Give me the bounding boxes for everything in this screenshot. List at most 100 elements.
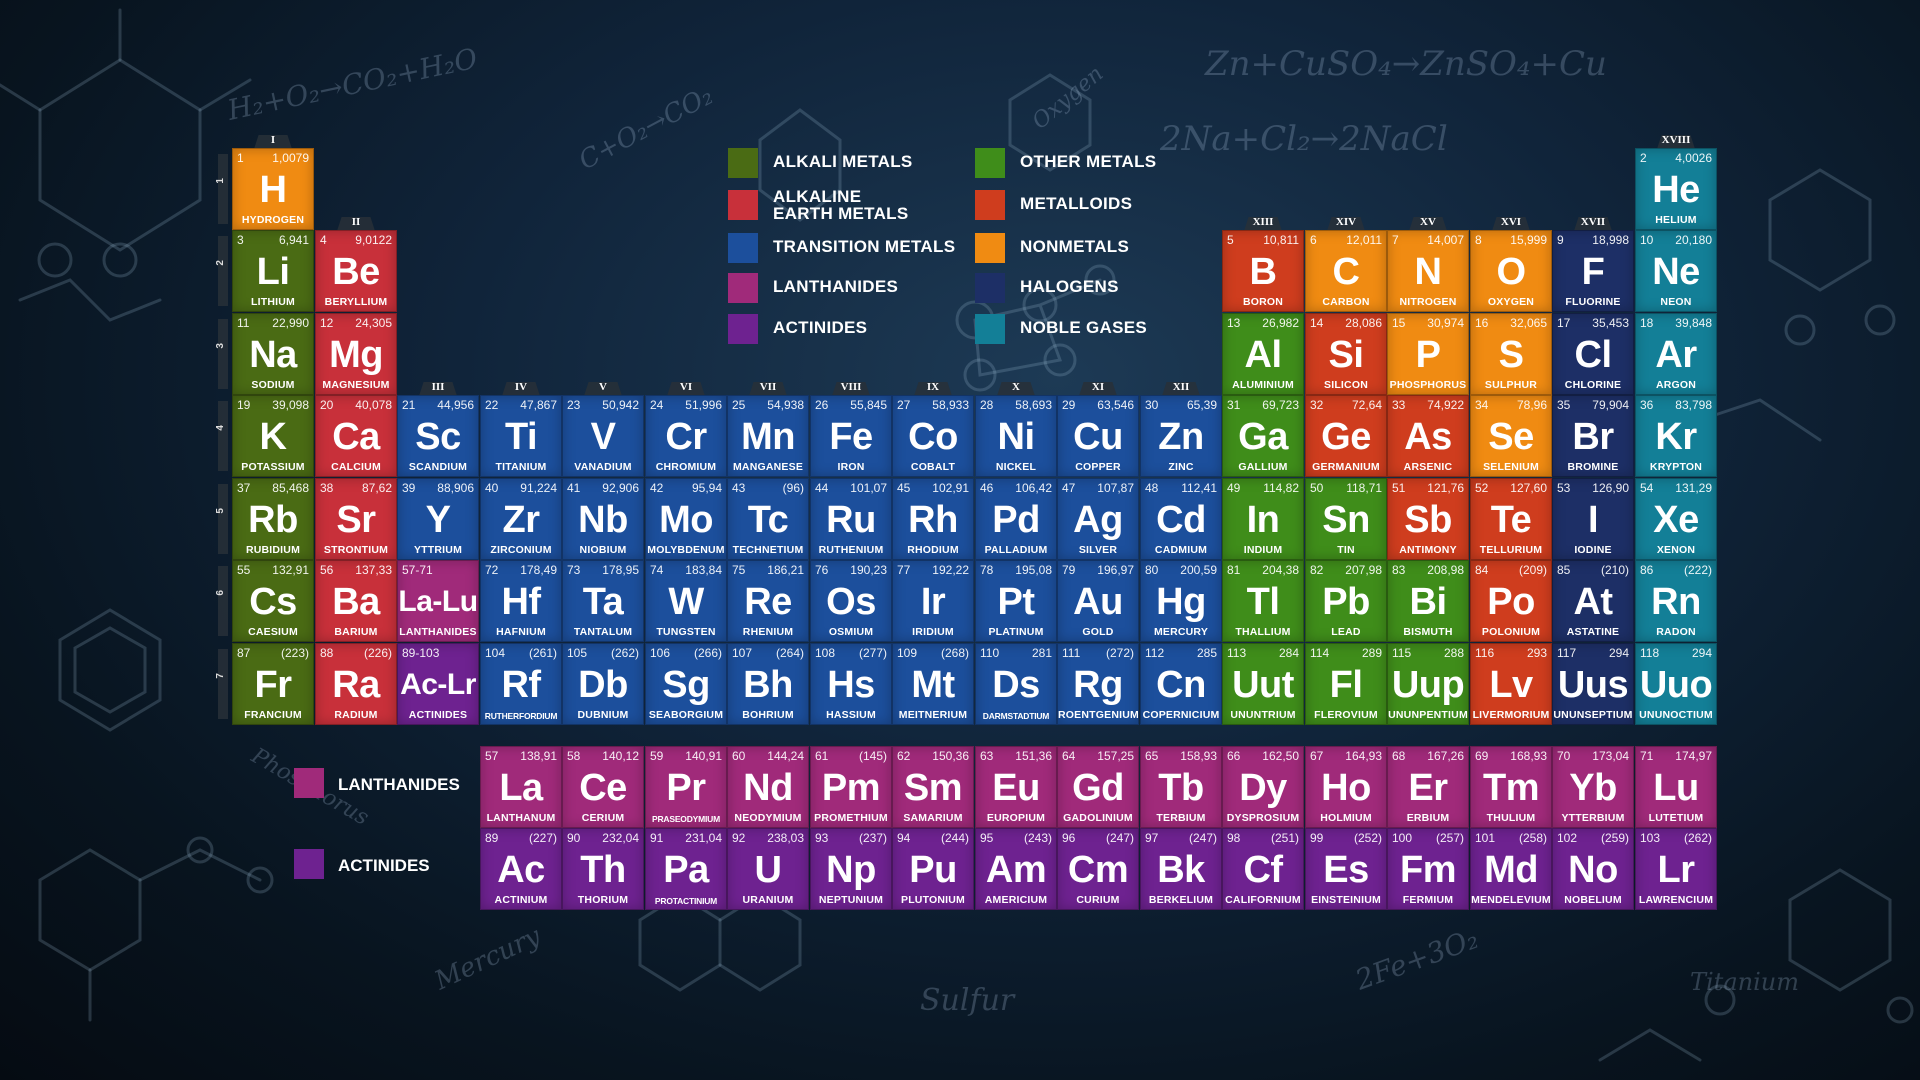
legend-swatch <box>294 768 324 798</box>
element-er: 68 167,26 Er ERBIUM <box>1387 746 1469 828</box>
element-symbol: Rb <box>248 499 298 541</box>
element-name: HYDROGEN <box>241 214 305 226</box>
atomic-mass: 293 <box>1526 646 1547 660</box>
element-symbol: Cl <box>1574 334 1613 376</box>
element-name: PLATINUM <box>988 626 1044 638</box>
period-label-3: 3 <box>215 313 228 395</box>
element-name: RUTHERFORDIUM <box>484 711 558 721</box>
atomic-number: 73 <box>567 563 581 577</box>
element-name: PALLADIUM <box>984 544 1048 556</box>
element-name: ARGON <box>1655 379 1697 391</box>
element-fe: 26 55,845 Fe IRON <box>810 395 892 477</box>
legend-label: ALKALI METALS <box>773 152 913 171</box>
element-symbol: Pd <box>992 499 1040 541</box>
element-name: FLUORINE <box>1565 296 1621 308</box>
element-symbol: Ne <box>1652 251 1700 293</box>
bg-word-sulfur: Sulfur <box>920 983 1016 1018</box>
atomic-number: 82 <box>1310 563 1324 577</box>
atomic-mass: (210) <box>1600 563 1629 577</box>
element-at: 85 (210) At ASTATINE <box>1552 560 1634 642</box>
element-symbol: Te <box>1490 499 1532 541</box>
element-symbol: Lv <box>1489 664 1533 706</box>
atomic-mass: 173,04 <box>1592 749 1629 763</box>
element-symbol: Tc <box>747 499 789 541</box>
element-symbol: Bk <box>1157 849 1205 891</box>
atomic-mass: 14,007 <box>1427 233 1464 247</box>
element-symbol: Pm <box>821 767 881 809</box>
atomic-number: 58 <box>567 749 581 763</box>
element-name: EUROPIUM <box>986 812 1046 824</box>
element-po: 84 (209) Po POLONIUM <box>1470 560 1552 642</box>
element-name: RUBIDIUM <box>245 544 301 556</box>
element-name: ZIRCONIUM <box>490 544 552 556</box>
atomic-number: 89-103 <box>402 646 440 660</box>
atomic-mass: 231,04 <box>685 831 722 845</box>
element-symbol: Cm <box>1067 849 1129 891</box>
element-name: GALLIUM <box>1238 461 1288 473</box>
atomic-mass: 178,49 <box>520 563 557 577</box>
element-name: CADMIUM <box>1154 544 1208 556</box>
atomic-mass: 238,03 <box>767 831 804 845</box>
bg-word-oxygen: Oxygen <box>1028 61 1109 134</box>
element-symbol: H <box>259 169 287 211</box>
element-name: YTTERBIUM <box>1561 812 1625 824</box>
legend-label: NONMETALS <box>1020 237 1130 256</box>
element-br: 35 79,904 Br BROMINE <box>1552 395 1634 477</box>
atomic-mass: (226) <box>363 646 392 660</box>
element-symbol: Fr <box>254 664 293 706</box>
element-la-lu: 57-71 La-Lu LANTHANIDES <box>397 560 479 642</box>
element-ce: 58 140,12 Ce CERIUM <box>562 746 644 828</box>
atomic-number: 1 <box>237 151 244 165</box>
element-symbol: Ru <box>826 499 876 541</box>
element-symbol: Eu <box>992 767 1040 809</box>
element-th: 90 232,04 Th THORIUM <box>562 828 644 910</box>
atomic-mass: 65,39 <box>1186 398 1217 412</box>
element-li: 3 6,941 Li LITHIUM <box>232 230 314 312</box>
element-o: 8 15,999 O OXYGEN <box>1470 230 1552 312</box>
element-symbol: V <box>590 416 616 458</box>
bg-equation-2: 2Na+Cl₂→2NaCl <box>1159 119 1448 159</box>
element-symbol: S <box>1498 334 1524 376</box>
legend-label: OTHER METALS <box>1020 152 1157 171</box>
atomic-mass: 192,22 <box>932 563 969 577</box>
element-symbol: Fl <box>1329 664 1363 706</box>
element-name: CHLORINE <box>1564 379 1622 391</box>
atomic-number: 12 <box>320 316 334 330</box>
element-pm: 61 (145) Pm PROMETHIUM <box>810 746 892 828</box>
atomic-number: 99 <box>1310 831 1324 845</box>
atomic-mass: 294 <box>1691 646 1712 660</box>
atomic-number: 83 <box>1392 563 1406 577</box>
element-name: KRYPTON <box>1649 461 1703 473</box>
element-bi: 83 208,98 Bi BISMUTH <box>1387 560 1469 642</box>
atomic-mass: 132,91 <box>272 563 309 577</box>
group-label-11: XI <box>1057 378 1139 394</box>
element-tc: 43 (96) Tc TECHNETIUM <box>727 478 809 560</box>
element-name: UNUNSEPTIUM <box>1553 709 1633 721</box>
atomic-number: 57-71 <box>402 563 433 577</box>
element-name: SULPHUR <box>1484 379 1538 391</box>
element-symbol: La-Lu <box>398 585 478 618</box>
element-k: 19 39,098 K POTASSIUM <box>232 395 314 477</box>
legend-label: NOBLE GASES <box>1020 318 1148 337</box>
element-ho: 67 164,93 Ho HOLMIUM <box>1305 746 1387 828</box>
atomic-mass: (227) <box>528 831 557 845</box>
atomic-number: 59 <box>650 749 664 763</box>
atomic-mass: 207,98 <box>1345 563 1382 577</box>
element-sr: 38 87,62 Sr STRONTIUM <box>315 478 397 560</box>
group-label-12: XII <box>1140 378 1222 394</box>
element-symbol: In <box>1246 499 1280 541</box>
element-symbol: Mn <box>741 416 795 458</box>
atomic-number: 111 <box>1062 646 1081 660</box>
atomic-mass: 4,0026 <box>1675 151 1712 165</box>
element-symbol: Sm <box>903 767 963 809</box>
element-symbol: Cf <box>1243 849 1283 891</box>
atomic-number: 11 <box>237 316 250 330</box>
element-mg: 12 24,305 Mg MAGNESIUM <box>315 313 397 395</box>
element-symbol: Uus <box>1557 664 1629 706</box>
element-name: THULIUM <box>1486 812 1536 824</box>
element-name: UNUNTRIUM <box>1230 709 1296 721</box>
atomic-mass: (244) <box>940 831 969 845</box>
element-sb: 51 121,76 Sb ANTIMONY <box>1387 478 1469 560</box>
legend-label: HALOGENS <box>1020 277 1119 296</box>
element-sn: 50 118,71 Sn TIN <box>1305 478 1387 560</box>
